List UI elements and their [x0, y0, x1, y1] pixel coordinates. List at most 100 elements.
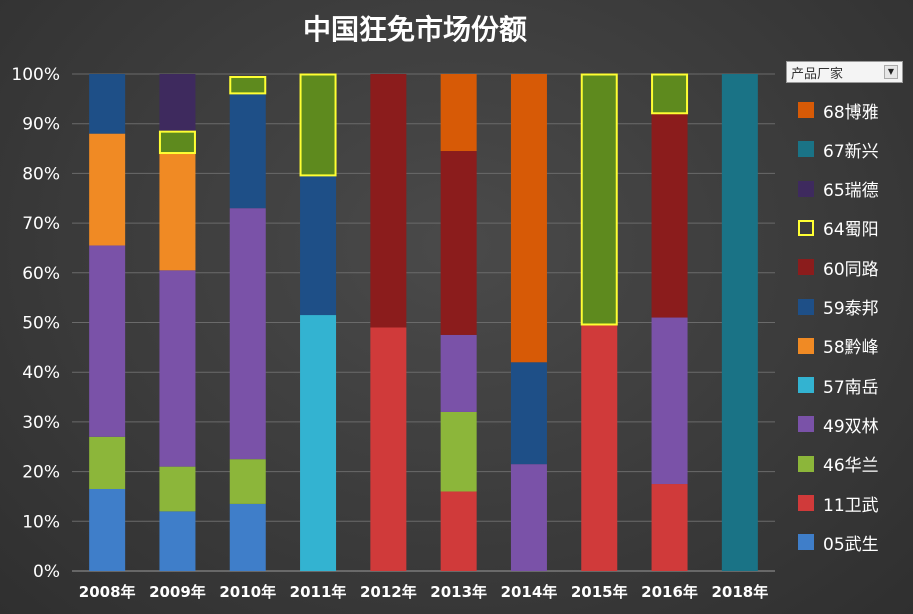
legend-swatch — [798, 219, 814, 236]
bar-segment[interactable] — [440, 491, 477, 571]
legend-label: 57南岳 — [823, 377, 879, 398]
legend-swatch — [798, 337, 814, 354]
bar-segment[interactable] — [440, 74, 477, 152]
legend-swatch — [798, 534, 814, 551]
legend-swatch — [798, 455, 814, 472]
legend-label: 67新兴 — [823, 141, 879, 162]
legend-item[interactable]: 67新兴 — [798, 134, 879, 164]
bar-segment[interactable] — [229, 503, 266, 571]
x-tick-label: 2016年 — [641, 583, 698, 601]
y-tick-label: 50% — [22, 314, 60, 334]
bar-segment[interactable] — [370, 74, 407, 328]
legend-item[interactable]: 49双林 — [798, 409, 879, 439]
y-tick-label: 20% — [22, 463, 60, 483]
highlight-outline — [229, 75, 267, 95]
bar-segment[interactable] — [370, 327, 407, 571]
highlight-outline — [158, 130, 196, 155]
highlight-outline — [299, 73, 337, 177]
y-tick-label: 60% — [22, 264, 60, 284]
bar-segment[interactable] — [89, 245, 126, 437]
legend-label: 49双林 — [823, 416, 879, 437]
legend-item[interactable]: 57南岳 — [798, 370, 879, 400]
bar-segment[interactable] — [89, 488, 126, 571]
bars — [89, 74, 758, 571]
bar-segment[interactable] — [300, 175, 337, 316]
chart-title: 中国狂免市场份额 — [302, 13, 527, 46]
bar-segment[interactable] — [159, 466, 196, 512]
legend-label: 68博雅 — [823, 102, 879, 123]
legend-swatch — [798, 416, 814, 433]
legend-swatch — [798, 259, 814, 276]
legend-item[interactable]: 68博雅 — [798, 95, 879, 125]
bar-segment[interactable] — [581, 74, 618, 325]
legend-swatch — [798, 495, 814, 511]
x-tick-label: 2013年 — [430, 583, 487, 601]
bar-segment[interactable] — [159, 270, 196, 467]
bar-segment[interactable] — [510, 362, 547, 465]
bar-segment[interactable] — [89, 74, 126, 134]
x-tick-label: 2010年 — [219, 583, 276, 601]
y-tick-label: 10% — [22, 512, 60, 532]
legend-swatch — [798, 102, 814, 118]
legend-label: 64蜀阳 — [823, 220, 879, 241]
bar-segment[interactable] — [229, 208, 266, 460]
x-tick-label: 2009年 — [149, 583, 206, 601]
legend-item[interactable]: 60同路 — [798, 252, 879, 282]
bar-segment[interactable] — [300, 74, 337, 176]
bar-segment[interactable] — [721, 74, 758, 571]
bar-segment[interactable] — [300, 315, 337, 571]
legend-label: 59泰邦 — [823, 299, 879, 319]
y-tick-label: 40% — [22, 363, 60, 383]
legend-filter-dropdown[interactable]: 产品厂家 ▼ — [786, 61, 903, 83]
y-tick-label: 80% — [22, 164, 60, 184]
bar-segment[interactable] — [229, 459, 266, 504]
legend-label: 46华兰 — [823, 456, 879, 477]
legend-item[interactable]: 65瑞德 — [798, 174, 879, 204]
bar-segment[interactable] — [510, 464, 547, 571]
bar-segment[interactable] — [159, 131, 196, 154]
y-tick-label: 90% — [22, 115, 60, 135]
legend-swatch — [798, 141, 814, 158]
bar-segment[interactable] — [440, 334, 477, 412]
bar-segment[interactable] — [651, 74, 688, 114]
bar-segment[interactable] — [440, 411, 477, 492]
bar-segment[interactable] — [159, 74, 196, 132]
legend-swatch — [798, 180, 814, 197]
x-tick-label: 2015年 — [571, 583, 628, 601]
bar-segment[interactable] — [440, 151, 477, 335]
legend-item[interactable]: 46华兰 — [798, 449, 879, 479]
legend-item[interactable]: 59泰邦 — [798, 292, 879, 322]
bar-segment[interactable] — [89, 133, 126, 246]
y-tick-label: 0% — [33, 562, 60, 582]
legend-swatch — [798, 298, 814, 315]
chevron-down-icon[interactable]: ▼ — [884, 65, 898, 79]
legend-label: 05武生 — [823, 534, 879, 555]
bar-segment[interactable] — [581, 324, 618, 571]
bar-segment[interactable] — [159, 153, 196, 271]
bar-segment[interactable] — [159, 511, 196, 571]
bar-segment[interactable] — [510, 74, 547, 363]
legend-label: 60同路 — [823, 259, 879, 280]
legend-item[interactable]: 05武生 — [798, 527, 879, 557]
bar-segment[interactable] — [651, 113, 688, 318]
legend-label: 58黔峰 — [823, 338, 879, 359]
legend-filter-label: 产品厂家 — [791, 66, 844, 82]
y-axis-ticks: 0% 10% 20% 30% 40% 50% 60% 70% 80% 90% 100% — [11, 65, 60, 582]
highlight-outlines — [158, 73, 689, 326]
bar-segment[interactable] — [89, 436, 126, 489]
y-tick-label: 100% — [11, 65, 60, 85]
bar-segment[interactable] — [229, 76, 266, 94]
bar-segment[interactable] — [651, 317, 688, 485]
bar-segment[interactable] — [651, 484, 688, 571]
x-tick-label: 2012年 — [360, 583, 417, 601]
legend-swatch — [798, 377, 814, 394]
y-tick-label: 30% — [22, 413, 60, 433]
legend-item[interactable]: 11卫武 — [798, 488, 879, 518]
highlight-outline — [651, 73, 689, 115]
x-axis-ticks: 2008年 2009年 2010年 2011年 2012年 2013年 2014年 2015年… — [79, 583, 768, 601]
bar-segment[interactable] — [229, 93, 266, 209]
x-tick-label: 2018年 — [711, 583, 768, 601]
legend-item[interactable]: 64蜀阳 — [798, 213, 879, 243]
legend-item[interactable]: 58黔峰 — [798, 331, 879, 361]
y-tick-label: 70% — [22, 214, 60, 234]
